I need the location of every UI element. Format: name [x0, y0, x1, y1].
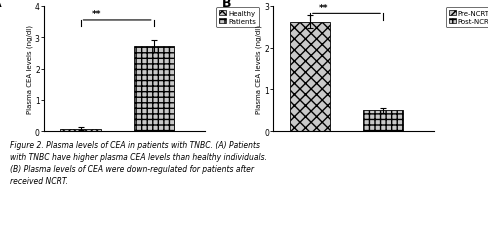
Bar [61, 129, 101, 132]
Bar [363, 111, 403, 132]
Text: **: ** [92, 10, 101, 19]
Bar [134, 47, 174, 132]
Y-axis label: Plasma CEA levels (ng/dl): Plasma CEA levels (ng/dl) [26, 25, 33, 114]
Text: A: A [0, 0, 2, 10]
Text: B: B [222, 0, 231, 10]
Bar [290, 23, 330, 132]
Legend: Pre-NCRT, Post-NCRT: Pre-NCRT, Post-NCRT [446, 8, 488, 28]
Legend: Healthy, Patients: Healthy, Patients [217, 8, 259, 28]
Y-axis label: Plasma CEA levels (ng/dl): Plasma CEA levels (ng/dl) [256, 25, 262, 114]
Text: **: ** [319, 4, 328, 13]
Text: Figure 2. Plasma levels of CEA in patients with TNBC. (A) Patients
with TNBC hav: Figure 2. Plasma levels of CEA in patien… [10, 141, 267, 185]
